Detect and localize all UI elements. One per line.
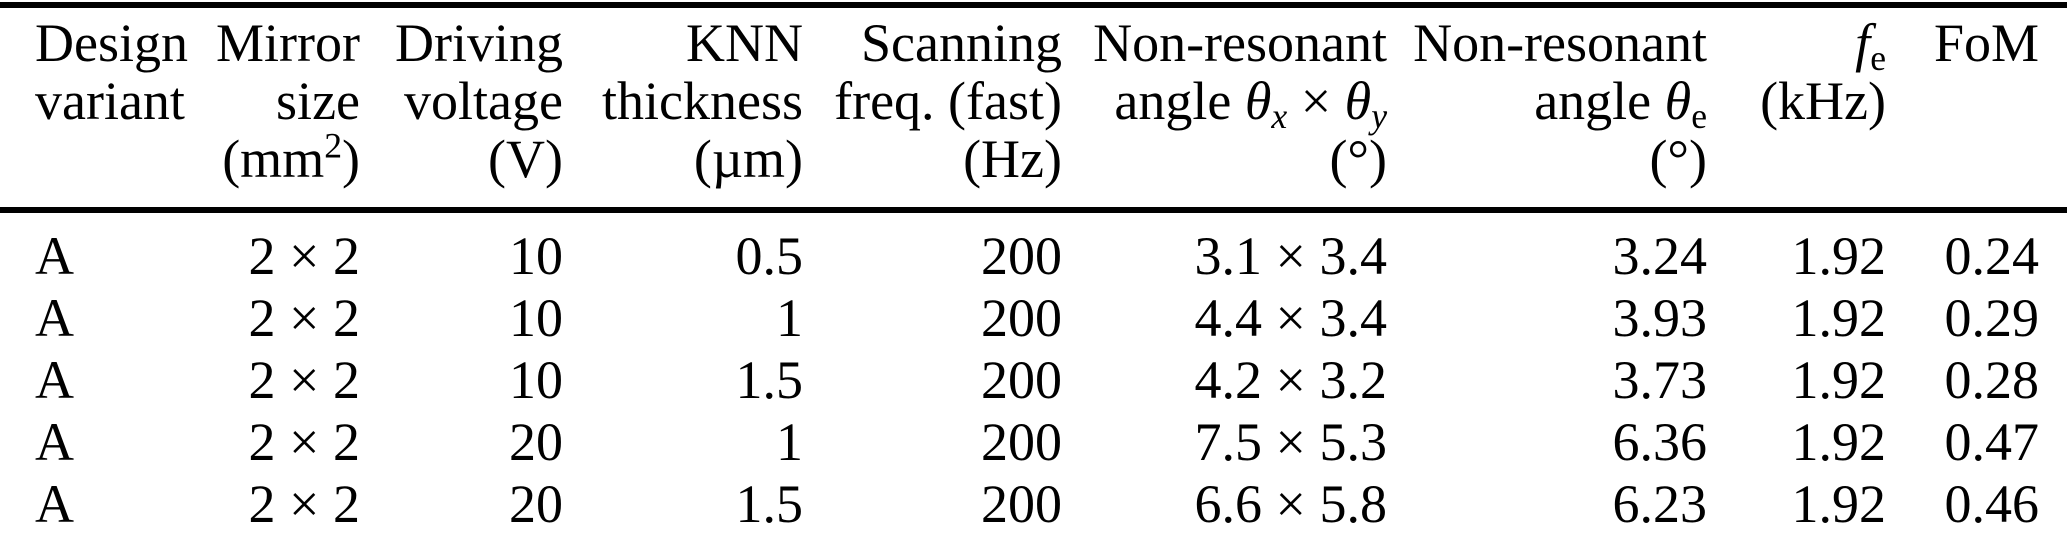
cell-knn-thickness: 1.5 (735, 474, 804, 534)
col-header-scanning-freq: Scanning freq. (fast) (Hz) (803, 5, 1062, 213)
cell-fom: 0.29 (1944, 288, 2040, 348)
cell-knn-thickness: 1.5 (735, 350, 804, 410)
header-line: Driving (395, 13, 563, 73)
cell-fe: 1.92 (1791, 474, 1887, 534)
header-line: (kHz) (1760, 71, 1886, 131)
col-header-nonresonant-angle-e: Non-resonant angle θe (°) (1387, 5, 1707, 213)
header-line: Scanning (861, 13, 1062, 73)
header-line: fe (1855, 13, 1886, 78)
col-header-design-variant: Design variant (0, 5, 188, 213)
col-header-nonresonant-angle-xy: Non-resonant angle θx × θy (°) (1062, 5, 1387, 213)
header-line: KNN (686, 13, 803, 73)
col-header-knn-thickness: KNN thickness (µm) (563, 5, 803, 213)
header-line: Design (35, 13, 188, 73)
header-row: Design variant Mirror size (mm2) Driving… (0, 5, 2067, 213)
cell-angle-xy: 3.1 × 3.4 (1194, 226, 1387, 286)
cell-design-variant: A (35, 288, 74, 348)
cell-fom: 0.28 (1944, 350, 2040, 410)
header-line (1886, 72, 2039, 130)
header-line: (µm) (693, 129, 803, 189)
cell-scanning-freq: 200 (981, 350, 1062, 410)
cell-knn-thickness: 1 (776, 288, 803, 348)
cell-mirror-size: 2 × 2 (248, 288, 360, 348)
header-line: (°) (1329, 129, 1387, 189)
cell-fom: 0.24 (1944, 226, 2040, 286)
cell-fom: 0.46 (1944, 474, 2040, 534)
cell-design-variant: A (35, 350, 74, 410)
cell-mirror-size: 2 × 2 (248, 350, 360, 410)
cell-angle-e: 3.93 (1612, 288, 1708, 348)
cell-scanning-freq: 200 (981, 474, 1062, 534)
col-header-mirror-size: Mirror size (mm2) (170, 5, 360, 213)
cell-driving-voltage: 20 (509, 474, 563, 534)
cell-fom: 0.47 (1944, 412, 2040, 472)
cell-angle-xy: 4.4 × 3.4 (1194, 288, 1387, 348)
header-line: Non-resonant (1093, 13, 1387, 73)
header-line: variant (35, 71, 185, 131)
cell-angle-xy: 7.5 × 5.3 (1194, 412, 1387, 472)
cell-fe: 1.92 (1791, 288, 1887, 348)
header-line: angle θe (1534, 71, 1707, 136)
header-line: Mirror (216, 13, 360, 73)
cell-scanning-freq: 200 (981, 288, 1062, 348)
cell-driving-voltage: 10 (509, 226, 563, 286)
cell-driving-voltage: 20 (509, 412, 563, 472)
table-row: A 2 × 2 20 1.5 200 6.6 × 5.8 6.23 1.92 0… (0, 473, 2067, 534)
cell-design-variant: A (35, 474, 74, 534)
cell-angle-e: 3.24 (1612, 226, 1708, 286)
cell-angle-e: 6.36 (1612, 412, 1708, 472)
col-header-fe: fe (kHz) (1707, 5, 1886, 213)
cell-scanning-freq: 200 (981, 226, 1062, 286)
header-line (1707, 130, 1886, 188)
header-line: (Hz) (963, 129, 1062, 189)
header-line: Non-resonant (1413, 13, 1707, 73)
header-line: thickness (602, 71, 803, 131)
cell-mirror-size: 2 × 2 (248, 226, 360, 286)
header-line: size (276, 71, 360, 131)
cell-driving-voltage: 10 (509, 288, 563, 348)
cell-design-variant: A (35, 226, 74, 286)
cell-angle-e: 3.73 (1612, 350, 1708, 410)
cell-mirror-size: 2 × 2 (248, 412, 360, 472)
header-line: (°) (1649, 129, 1707, 189)
cell-fe: 1.92 (1791, 226, 1887, 286)
table-body: A 2 × 2 10 0.5 200 3.1 × 3.4 3.24 1.92 0… (0, 210, 2067, 534)
header-line (1886, 130, 2039, 188)
table-row: A 2 × 2 20 1 200 7.5 × 5.3 6.36 1.92 0.4… (0, 411, 2067, 473)
header-line: angle θx × θy (1114, 71, 1387, 136)
header-line: FoM (1933, 13, 2039, 73)
header-line (35, 130, 170, 188)
table-row: A 2 × 2 10 0.5 200 3.1 × 3.4 3.24 1.92 0… (0, 210, 2067, 287)
cell-angle-xy: 6.6 × 5.8 (1194, 474, 1387, 534)
header-line: (mm2) (222, 125, 360, 189)
cell-fe: 1.92 (1791, 350, 1887, 410)
cell-angle-xy: 4.2 × 3.2 (1194, 350, 1387, 410)
cell-knn-thickness: 0.5 (735, 226, 804, 286)
cell-knn-thickness: 1 (776, 412, 803, 472)
col-header-fom: FoM (1886, 5, 2067, 213)
cell-driving-voltage: 10 (509, 350, 563, 410)
table-header: Design variant Mirror size (mm2) Driving… (0, 5, 2067, 213)
cell-angle-e: 6.23 (1612, 474, 1708, 534)
cell-scanning-freq: 200 (981, 412, 1062, 472)
cell-mirror-size: 2 × 2 (248, 474, 360, 534)
table-row: A 2 × 2 10 1.5 200 4.2 × 3.2 3.73 1.92 0… (0, 349, 2067, 411)
cell-design-variant: A (35, 412, 74, 472)
header-line: (V) (488, 129, 563, 189)
header-line: voltage (404, 71, 563, 131)
cell-fe: 1.92 (1791, 412, 1887, 472)
col-header-driving-voltage: Driving voltage (V) (360, 5, 563, 213)
header-line: freq. (fast) (834, 71, 1062, 131)
table-row: A 2 × 2 10 1 200 4.4 × 3.4 3.93 1.92 0.2… (0, 287, 2067, 349)
